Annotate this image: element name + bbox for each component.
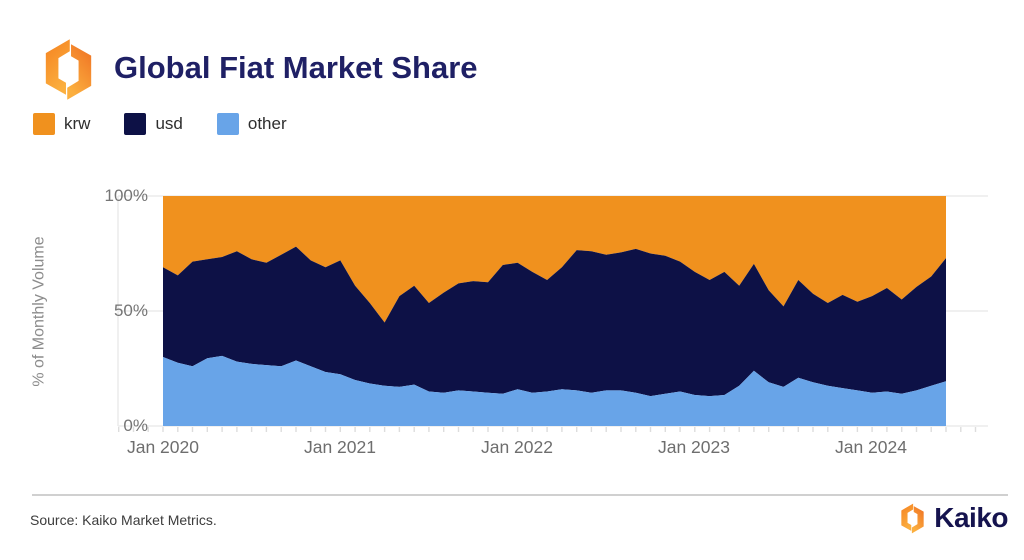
legend-swatch-krw: [33, 113, 55, 135]
legend-label-other: other: [247, 114, 287, 133]
y-tick-0: 0%: [123, 416, 148, 435]
x-tick-jan2024: Jan 2024: [834, 437, 907, 457]
legend-swatch-usd: [124, 113, 147, 135]
x-tick-jan2021: Jan 2021: [303, 437, 376, 457]
legend-swatch-other: [216, 113, 239, 135]
footer-divider: [32, 494, 1008, 496]
footer-brand: Kaiko: [897, 502, 1008, 534]
x-tick-jan2020: Jan 2020: [126, 437, 199, 457]
y-tick-50: 50%: [113, 301, 148, 320]
chart-legend: krw usd other: [33, 113, 287, 135]
legend-label-usd: usd: [155, 114, 183, 133]
legend-label-krw: krw: [64, 114, 91, 133]
kaiko-wordmark: Kaiko: [934, 502, 1008, 533]
legend-item-krw: krw: [33, 113, 90, 135]
legend-item-usd: usd: [124, 113, 183, 135]
x-tick-jan2022: Jan 2022: [480, 437, 553, 457]
page-title: Global Fiat Market Share: [114, 50, 478, 85]
y-tick-100: 100%: [104, 186, 148, 205]
x-tick-jan2023: Jan 2023: [657, 437, 730, 457]
kaiko-footer-logo-icon: [897, 503, 928, 534]
legend-item-other: other: [216, 113, 287, 135]
source-text: Source: Kaiko Market Metrics.: [30, 512, 217, 528]
y-axis-title: % of Monthly Volume: [30, 236, 48, 387]
